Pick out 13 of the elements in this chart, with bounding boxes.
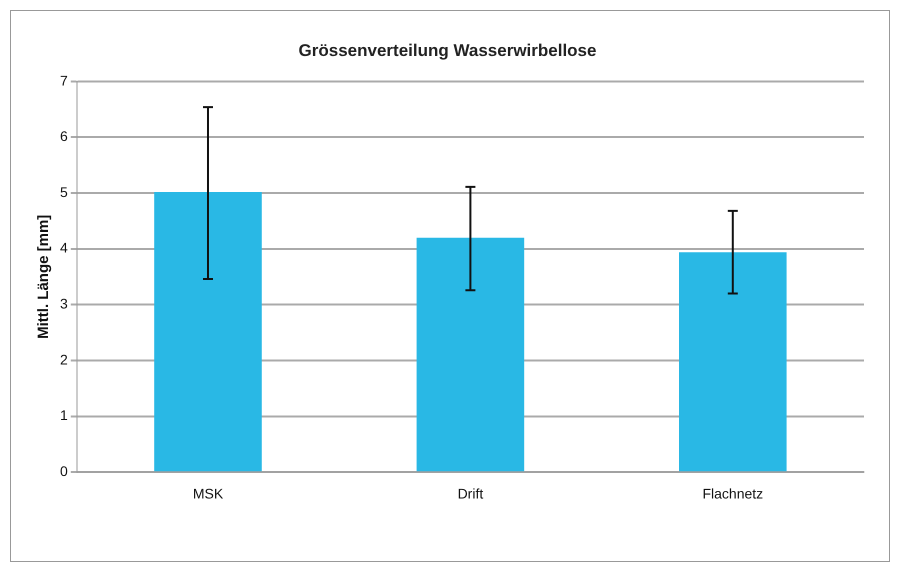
chart-title: Grössenverteilung Wasserwirbellose: [298, 40, 596, 60]
y-tick-label: 0: [60, 463, 68, 480]
y-axis-title: Mittl. Länge [mm]: [35, 214, 52, 339]
y-tick-label: 7: [60, 72, 68, 88]
x-tick-label: Drift: [458, 485, 484, 502]
x-tick-label: MSK: [192, 485, 224, 502]
y-tick-label: 3: [60, 296, 68, 312]
y-tick-label: 6: [60, 128, 68, 144]
x-tick-label: Flachnetz: [702, 485, 764, 502]
y-tick-label: 4: [60, 240, 68, 256]
y-tick-label: 5: [60, 184, 68, 200]
y-tick-label: 1: [60, 407, 68, 424]
y-tick-label: 2: [60, 351, 68, 368]
